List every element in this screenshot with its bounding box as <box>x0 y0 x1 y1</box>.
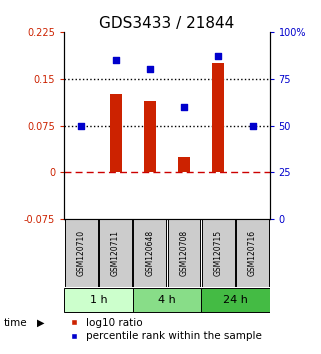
Point <box>113 57 118 63</box>
Text: ▶: ▶ <box>37 318 44 328</box>
Text: GSM120715: GSM120715 <box>214 230 223 276</box>
Bar <box>109 94 122 172</box>
Text: GSM120716: GSM120716 <box>248 230 257 276</box>
Text: GSM120708: GSM120708 <box>179 230 188 276</box>
Text: time: time <box>3 318 27 328</box>
Point <box>147 67 152 72</box>
Text: GSM120648: GSM120648 <box>145 230 154 276</box>
Legend: log10 ratio, percentile rank within the sample: log10 ratio, percentile rank within the … <box>69 318 262 341</box>
Point <box>216 53 221 59</box>
Point <box>250 123 255 129</box>
Text: GSM120710: GSM120710 <box>77 230 86 276</box>
Bar <box>212 63 224 172</box>
Point <box>181 104 187 110</box>
Bar <box>64 288 133 312</box>
Bar <box>99 219 132 287</box>
Bar <box>201 288 270 312</box>
Bar <box>65 219 98 287</box>
Text: 1 h: 1 h <box>90 295 107 305</box>
Text: 24 h: 24 h <box>223 295 248 305</box>
Bar <box>236 219 269 287</box>
Title: GDS3433 / 21844: GDS3433 / 21844 <box>99 16 235 31</box>
Bar <box>133 288 201 312</box>
Bar <box>178 157 190 172</box>
Bar <box>133 219 166 287</box>
Point <box>79 123 84 129</box>
Bar <box>168 219 201 287</box>
Bar <box>144 101 156 172</box>
Text: GSM120711: GSM120711 <box>111 230 120 276</box>
Text: 4 h: 4 h <box>158 295 176 305</box>
Bar <box>202 219 235 287</box>
